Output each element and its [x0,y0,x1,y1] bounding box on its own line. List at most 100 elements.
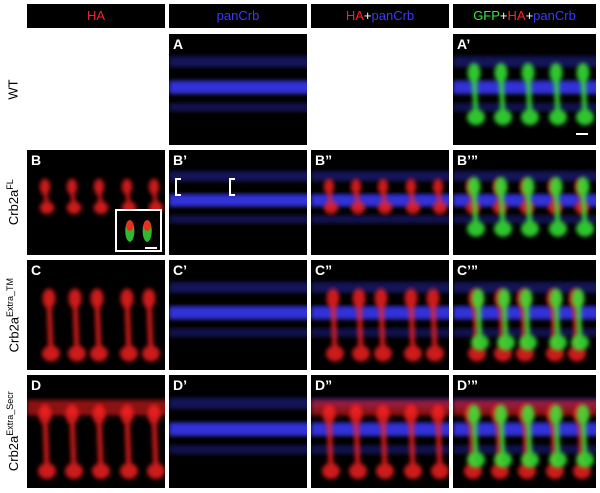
tissue-band [453,102,596,112]
tissue-band [169,194,307,207]
cell-shape [90,288,108,362]
cell-shape [571,288,589,351]
cell-shape [326,288,344,362]
row-label-sup: Extra_TM [4,277,15,317]
cell-shape [467,62,485,126]
micrograph-panel: D’” [453,375,596,488]
bracket-marker [229,178,235,196]
cell-shape [521,404,539,468]
row-label-text: WT [5,79,21,100]
cell-shape [65,404,83,480]
tissue-band [169,397,307,409]
micrograph-image [453,282,596,362]
cell-shape [350,178,366,215]
column-header-ha-pancrb: HA+panCrb [311,4,449,28]
tissue-band [169,102,307,112]
panel-label: A’ [457,36,471,52]
tissue-band [169,306,307,320]
micrograph-panel: B” [311,150,449,255]
cell-shape [42,288,60,362]
header-ha-text: HA [86,8,106,23]
cell-shape [494,62,512,126]
row-label-crb2a-fl: Crb2aFL [0,150,26,255]
scale-bar [576,133,588,135]
cell-shape [377,178,393,215]
header-part: panCrb [371,8,415,23]
cell-shape [494,176,512,237]
micrograph-image [453,171,596,237]
panel-label: C’” [457,262,478,278]
micrograph-image [311,171,449,224]
cell-shape [322,404,340,480]
tissue-band [453,215,596,224]
tissue-band [311,282,449,293]
cell-shape [426,288,444,362]
micrograph-image [311,397,449,480]
cell-shape [68,288,86,362]
row-label-text: Crb2a [6,316,22,353]
cell-shape [349,404,367,480]
row-label-sup: FL [4,179,15,191]
micrograph-panel: C’ [169,260,307,370]
cell-shape [467,404,485,468]
micrograph-panel: D [27,375,165,488]
micrograph-image [169,171,307,224]
micrograph-panel: C [27,260,165,370]
tissue-band [311,422,449,437]
cell-shape [497,288,515,351]
cell-shape [404,404,422,480]
micrograph-panel: A’ [453,34,596,145]
micrograph-image [42,288,160,362]
cell-shape [376,404,394,480]
tissue-band [311,215,449,224]
micrograph-panel [311,34,449,145]
cell-shape [521,62,539,126]
micrograph-image [453,397,596,480]
tissue-band [169,215,307,224]
micrograph-image [453,56,596,126]
cell-shape [66,178,82,215]
tissue-band [169,282,307,293]
panel-label: A [173,36,184,52]
cell-shape [374,288,392,362]
micrograph-panel: A [169,34,307,145]
row-label-text: Crb2a [6,190,22,226]
panel-label: C” [315,262,333,278]
cell-shape [576,404,594,468]
cell-shape [142,288,160,362]
cell-shape [494,404,512,468]
micrograph-image [311,282,449,362]
cell-shape [576,62,594,126]
tissue-band [169,445,307,455]
cell-shape [549,176,567,237]
column-header-ha: HA [27,4,165,28]
micrograph-panel: C’” [453,260,596,370]
cell-shape [471,288,489,351]
cell-shape [39,178,55,215]
cell-shape [467,176,485,237]
column-header-gfp-ha-pancrb: GFP+HA+panCrb [453,4,596,28]
cell-shape [120,288,138,362]
micrograph-image [169,56,307,112]
micrograph-image [169,282,307,337]
header-part: + [363,8,372,23]
panel-label: C [31,262,42,278]
panel-label: D’” [457,377,478,393]
header-part: HA [345,8,364,23]
inset-micrograph [125,220,152,242]
cell-shape [521,176,539,237]
panel-label: B [31,152,42,168]
tissue-band [453,80,596,94]
header-part: HA [507,8,526,23]
tissue-band [311,171,449,182]
panel-label: B” [315,152,333,168]
header-pancrb-text: panCrb [216,8,260,23]
micrograph-panel: B’” [453,150,596,255]
row-label-text: Crb2a [6,436,22,472]
tissue-band [169,422,307,437]
panel-label: C’ [173,262,187,278]
tissue-band [169,171,307,182]
cell-shape [549,288,567,351]
bracket-marker [175,178,181,196]
tissue-band [453,282,596,293]
